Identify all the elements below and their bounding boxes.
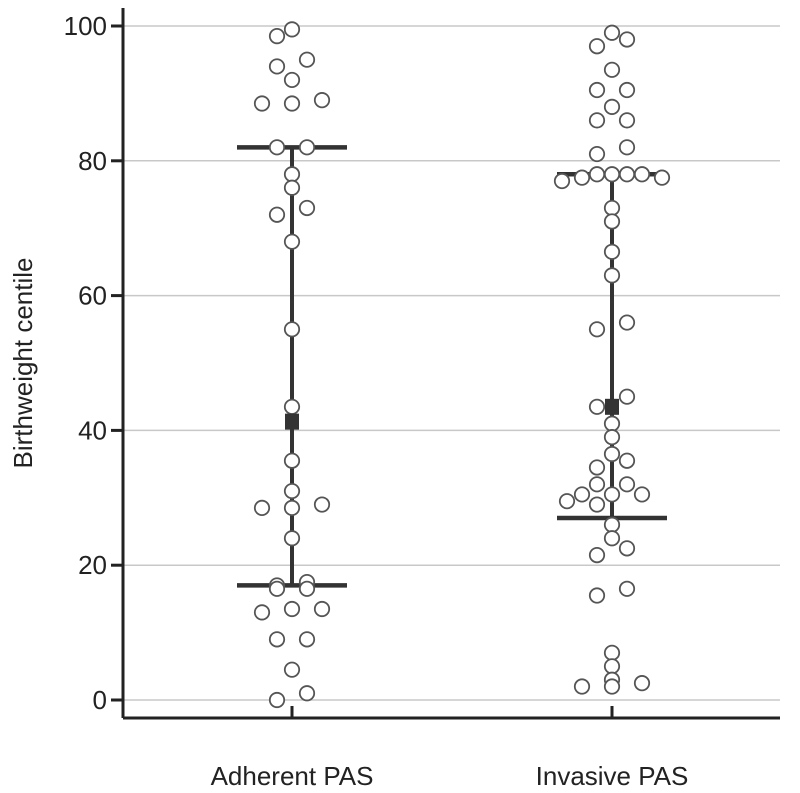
data-point [618, 452, 636, 469]
data-point [558, 493, 576, 510]
data-point [618, 31, 636, 48]
data-point [268, 580, 286, 597]
data-point [588, 398, 606, 415]
data-point [633, 675, 651, 692]
data-point [253, 95, 271, 112]
data-point [603, 199, 621, 217]
data-point [573, 678, 591, 695]
data-point [553, 172, 571, 190]
data-point [603, 243, 621, 260]
data-point [603, 267, 621, 284]
data-point [618, 166, 636, 183]
data-point [298, 51, 316, 68]
data-point [588, 587, 606, 604]
data-point [283, 661, 301, 678]
data-point [633, 166, 651, 183]
data-point [603, 486, 621, 503]
data-point [603, 98, 621, 115]
data-point [298, 139, 316, 156]
data-point [618, 81, 636, 99]
y-tick-label: 80 [78, 146, 107, 176]
data-point [283, 321, 301, 338]
data-point [313, 92, 331, 109]
data-point [588, 321, 606, 338]
data-point [603, 445, 621, 463]
y-tick-labels: 0 20 40 60 80 100 [64, 11, 123, 715]
data-point [618, 580, 636, 597]
data-point [618, 139, 636, 156]
data-point [603, 530, 621, 547]
data-point [588, 145, 606, 163]
x-category-label: Adherent PAS [211, 761, 374, 791]
y-tick-label: 40 [78, 415, 107, 445]
data-point [283, 71, 301, 89]
data-point [283, 166, 301, 183]
data-point [603, 429, 621, 446]
data-point [283, 600, 301, 618]
grid-lines [123, 25, 780, 701]
data-point [298, 631, 316, 648]
data-point [283, 530, 301, 547]
data-point [603, 644, 621, 661]
data-point [268, 691, 286, 709]
data-point [253, 604, 271, 621]
data-point [268, 58, 286, 75]
data-point [283, 499, 301, 517]
data-point [298, 685, 316, 702]
data-point [573, 169, 591, 186]
data-points [253, 21, 671, 709]
data-point [283, 482, 301, 500]
data-point [298, 199, 316, 217]
data-point [603, 658, 621, 675]
data-point [298, 580, 316, 597]
data-point [268, 631, 286, 648]
data-point [588, 546, 606, 564]
data-point [588, 112, 606, 129]
data-point [268, 28, 286, 45]
data-point [253, 499, 271, 517]
mean-marker [605, 398, 619, 415]
data-point [283, 452, 301, 469]
data-point [588, 459, 606, 476]
data-point [268, 206, 286, 223]
data-point [313, 496, 331, 513]
data-point [618, 540, 636, 557]
x-category-labels: Adherent PAS Invasive PAS [211, 706, 689, 791]
data-point [588, 81, 606, 99]
data-point [603, 213, 621, 230]
data-point [603, 61, 621, 78]
data-point [588, 166, 606, 183]
data-point [618, 388, 636, 405]
data-point [633, 486, 651, 503]
axes [121, 8, 780, 720]
y-tick-label: 0 [93, 685, 107, 715]
data-point [313, 600, 331, 618]
data-point [283, 21, 301, 38]
y-axis-title: Birthweight centile [8, 258, 38, 469]
data-point [603, 678, 621, 695]
y-tick-label: 100 [64, 11, 107, 41]
data-point [603, 166, 621, 183]
data-point [618, 112, 636, 129]
y-tick-label: 60 [78, 281, 107, 311]
x-category-label: Invasive PAS [536, 761, 689, 791]
data-point [603, 24, 621, 41]
data-point [603, 516, 621, 533]
data-point [268, 139, 286, 156]
data-point [573, 486, 591, 503]
data-point [283, 398, 301, 415]
data-point [618, 314, 636, 331]
data-point [283, 233, 301, 250]
y-tick-label: 20 [78, 550, 107, 580]
data-point [283, 179, 301, 196]
data-point [588, 476, 606, 493]
data-point [653, 169, 671, 186]
data-point [618, 476, 636, 493]
data-point [283, 95, 301, 112]
data-point [603, 415, 621, 432]
mean-marker [285, 413, 299, 430]
data-point [588, 38, 606, 55]
data-point [588, 496, 606, 513]
